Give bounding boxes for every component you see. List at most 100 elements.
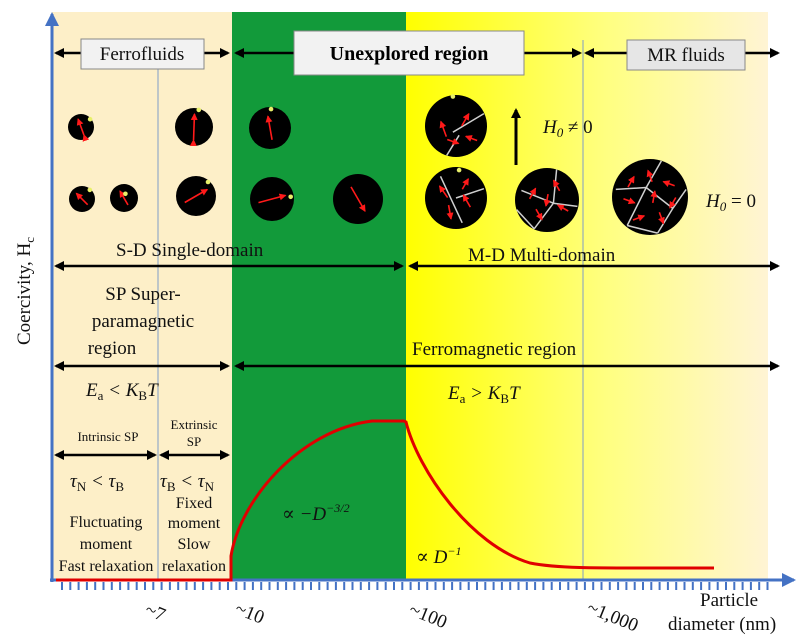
moment-arrow — [75, 192, 89, 206]
moment-arrow — [543, 193, 551, 207]
domain-wall — [615, 186, 647, 191]
x-axis-label-1: Particle — [700, 590, 758, 611]
sp-label-1: SP Super- — [105, 284, 180, 305]
particle-dot — [450, 94, 456, 99]
moment-arrow — [556, 204, 569, 212]
tick-label-10: ~10 — [232, 598, 267, 628]
particle-dot — [123, 191, 128, 197]
particle — [68, 114, 94, 142]
multi-domain-label: M-D Multi-domain — [468, 245, 616, 266]
particle — [249, 106, 291, 149]
unexplored-box — [293, 30, 525, 76]
sp-label-2: paramagnetic — [92, 311, 194, 332]
particle-dot — [288, 194, 294, 200]
moment-arrow — [623, 197, 636, 205]
mr-fluids-label: MR fluids — [647, 45, 725, 66]
moment-arrow — [439, 120, 448, 137]
particle — [175, 107, 213, 147]
moment-arrow — [658, 211, 665, 225]
moment-arrow — [461, 112, 470, 127]
single-domain-label: S-D Single-domain — [116, 240, 264, 261]
moment-arrow — [662, 180, 675, 187]
moment-arrow — [265, 115, 273, 140]
moment-arrow — [464, 135, 478, 142]
particle — [612, 159, 688, 235]
particle-dot — [205, 179, 211, 185]
scaling-right: ∝ D−1 — [416, 544, 461, 568]
moment-arrow — [627, 175, 635, 188]
energy-right: Ea > KBT — [447, 383, 521, 406]
tau-relation-left: τN < τB — [70, 471, 124, 494]
particle — [69, 186, 95, 212]
mr-fluids-box — [626, 39, 746, 71]
moment-arrow — [462, 194, 472, 208]
extrinsic-label-1: Extrinsic — [171, 417, 218, 432]
fixed-label-1: Fixed — [176, 495, 212, 512]
ferrofluids-label: Ferrofluids — [100, 44, 184, 65]
domain-wall — [533, 202, 555, 230]
domain-wall — [645, 160, 663, 188]
moment-arrow — [461, 177, 469, 190]
domain-wall — [626, 187, 647, 226]
particle-dot — [87, 187, 93, 193]
intrinsic-sp-label: Intrinsic SP — [77, 429, 138, 444]
domain-wall — [439, 175, 463, 224]
fluct-label-3: Fast relaxation — [59, 558, 154, 575]
particle-dot — [87, 116, 93, 122]
domain-wall — [455, 187, 485, 199]
extrinsic-label-2: SP — [187, 434, 201, 449]
particle — [333, 174, 383, 224]
moment-arrow — [528, 187, 537, 200]
energy-left: Ea < KBT — [85, 380, 159, 403]
sp-region-bg — [52, 12, 232, 580]
domain-wall — [553, 202, 578, 208]
moment-arrow — [258, 193, 287, 204]
moment-arrow — [438, 185, 449, 198]
fixed-label-2: moment — [168, 515, 221, 532]
moment-arrow — [184, 188, 209, 204]
particle-dot — [456, 167, 462, 173]
particle-body — [425, 95, 487, 157]
particle-dot — [268, 106, 274, 112]
moment-arrow — [552, 179, 561, 192]
h0-nonzero-label: H0 ≠ 0 — [542, 117, 593, 140]
scaling-left: ∝ −D−3/2 — [282, 501, 350, 525]
y-axis-label: Coercivity, Hc — [14, 237, 37, 345]
particle — [250, 177, 294, 221]
moment-arrow — [189, 113, 198, 147]
moment-arrow — [650, 190, 658, 204]
sp-label-3: region — [88, 338, 137, 359]
h0-zero-label: H0 = 0 — [705, 191, 756, 214]
domain-wall — [452, 112, 485, 133]
domain-wall — [656, 208, 674, 234]
tick-label-7: ~7 — [142, 599, 168, 626]
x-axis-ticks — [61, 582, 769, 590]
moment-arrow — [119, 190, 129, 206]
domain-wall — [516, 209, 535, 230]
moment-arrow — [632, 214, 646, 222]
moment-arrow — [350, 186, 366, 212]
tick-label-100: ~100 — [406, 599, 450, 633]
tau-relation-right: τB < τN — [160, 471, 215, 494]
domain-wall — [627, 224, 658, 234]
particle — [176, 176, 216, 216]
particle — [515, 168, 579, 232]
particle — [110, 184, 138, 212]
ferro-label: Ferromagnetic region — [412, 339, 577, 360]
unexplored-label: Unexplored region — [330, 43, 489, 65]
moment-arrow — [646, 169, 654, 183]
moment-arrow — [76, 118, 90, 142]
particle — [425, 94, 487, 157]
unexplored-region-bg — [232, 12, 406, 580]
ferrofluids-box — [80, 38, 205, 70]
moment-arrow — [446, 204, 454, 220]
particle-body — [612, 159, 688, 235]
particle-dot — [196, 107, 202, 113]
fluct-label-2: moment — [80, 536, 133, 553]
fixed-label-4: relaxation — [162, 558, 226, 575]
tick-label-1000: ~1,000 — [584, 597, 641, 636]
moment-arrow — [669, 197, 677, 209]
particle-illustrations — [68, 94, 688, 235]
coercivity-curve — [56, 419, 715, 582]
